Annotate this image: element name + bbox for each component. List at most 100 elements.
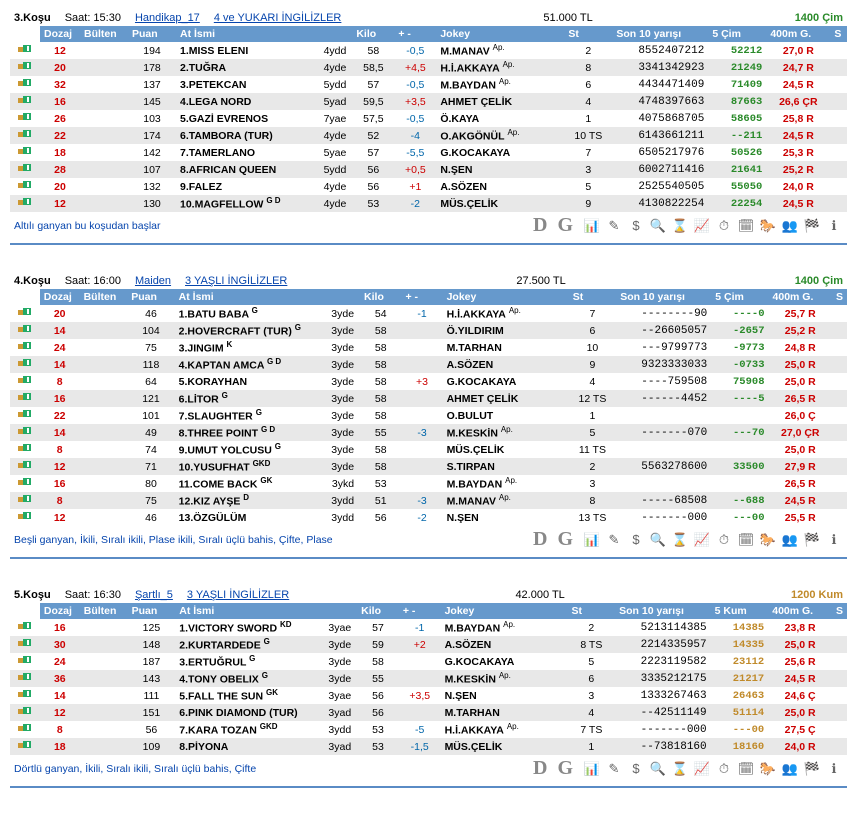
race-link2[interactable]: 3 YAŞLI İNGİLİZLER <box>187 589 289 601</box>
tool-icon-11[interactable]: ℹ <box>825 531 843 549</box>
th-horse[interactable]: At İsmi <box>176 26 296 42</box>
tool-icon-3[interactable]: 🔍 <box>649 531 667 549</box>
g-icon[interactable]: G <box>557 214 573 237</box>
th-puan[interactable]: Puan <box>127 289 174 305</box>
table-row[interactable]: 361434.TONY OBELIX G3yde55M.KESKİN Ap.63… <box>10 670 847 687</box>
table-row[interactable]: 181098.PİYONA3yad53-1,5MÜS.ÇELİK1--73818… <box>10 738 847 755</box>
th-st[interactable]: St <box>564 26 612 42</box>
th-s[interactable]: S <box>832 603 847 619</box>
tool-icon-4[interactable]: ⌛ <box>671 531 689 549</box>
table-row[interactable]: 321373.PETEKCAN5ydd57-0,5M.BAYDAN Ap.644… <box>10 76 847 93</box>
th-dozaj[interactable]: Dozaj <box>40 603 80 619</box>
tool-icon-6[interactable]: ⏱ <box>715 531 733 549</box>
table-row[interactable]: 161251.VICTORY SWORD KD3yae57-1M.BAYDAN … <box>10 619 847 636</box>
th-bulten[interactable]: Bülten <box>80 289 128 305</box>
th-s[interactable]: S <box>832 289 847 305</box>
th-400m[interactable]: 400m G. <box>769 289 832 305</box>
race-link2[interactable]: 3 YAŞLI İNGİLİZLER <box>185 275 287 287</box>
table-row[interactable]: 124613.ÖZGÜLÜM3ydd56-2N.ŞEN13 TS-------0… <box>10 509 847 526</box>
table-row[interactable]: 281078.AFRICAN QUEEN5ydd56+0,5N.ŞEN36002… <box>10 161 847 178</box>
table-row[interactable]: 261035.GAZİ EVRENOS7yae57,5-0,5Ö.KAYA140… <box>10 110 847 127</box>
th-bulten[interactable]: Bülten <box>80 26 128 42</box>
tool-icon-2[interactable]: $ <box>627 760 645 778</box>
th-400m[interactable]: 400m G. <box>766 26 830 42</box>
table-row[interactable]: 168011.COME BACK GK3ykd53M.BAYDAN Ap.326… <box>10 475 847 492</box>
th-last10[interactable]: Son 10 yarışı <box>612 26 708 42</box>
race-link2[interactable]: 4 ve YUKARI İNGİLİZLER <box>214 12 342 24</box>
th-horse[interactable]: At İsmi <box>175 289 305 305</box>
table-row[interactable]: 241873.ERTUĞRUL G3yde58G.KOCAKAYA5222311… <box>10 653 847 670</box>
tool-icon-0[interactable]: 📊 <box>583 217 601 235</box>
tool-icon-1[interactable]: ✎ <box>605 217 623 235</box>
tool-icon-10[interactable]: 🏁 <box>803 531 821 549</box>
tool-icon-9[interactable]: 👥 <box>781 531 799 549</box>
tool-icon-7[interactable]: 🗓 <box>737 760 755 778</box>
tool-icon-1[interactable]: ✎ <box>605 531 623 549</box>
th-s[interactable]: S <box>830 26 847 42</box>
th-cim5[interactable]: 5 Kum <box>711 603 769 619</box>
table-row[interactable]: 141184.KAPTAN AMCA G D3yde58A.SÖZEN99323… <box>10 356 847 373</box>
th-bulten[interactable]: Bülten <box>80 603 128 619</box>
tool-icon-11[interactable]: ℹ <box>825 217 843 235</box>
th-st[interactable]: St <box>568 603 616 619</box>
table-row[interactable]: 87512.KIZ AYŞE D3ydd51-3M.MANAV Ap.8----… <box>10 492 847 509</box>
d-icon[interactable]: D <box>533 757 547 780</box>
th-jokey[interactable]: Jokey <box>443 289 569 305</box>
th-cim5[interactable]: 5 Çim <box>708 26 766 42</box>
tool-icon-5[interactable]: 📈 <box>693 217 711 235</box>
tool-icon-1[interactable]: ✎ <box>605 760 623 778</box>
tool-icon-11[interactable]: ℹ <box>825 760 843 778</box>
tool-icon-6[interactable]: ⏱ <box>715 217 733 235</box>
table-row[interactable]: 221746.TAMBORA (TUR)4yde52-4O.AKGÖNÜL Ap… <box>10 127 847 144</box>
tool-icon-8[interactable]: 🐎 <box>759 217 777 235</box>
tool-icon-4[interactable]: ⌛ <box>671 217 689 235</box>
th-puan[interactable]: Puan <box>128 603 176 619</box>
th-spread[interactable]: + - <box>394 26 436 42</box>
th-last10[interactable]: Son 10 yarışı <box>616 289 711 305</box>
tool-icon-8[interactable]: 🐎 <box>759 760 777 778</box>
th-dozaj[interactable]: Dozaj <box>40 289 80 305</box>
tool-icon-5[interactable]: 📈 <box>693 531 711 549</box>
race-link1[interactable]: Maiden <box>135 275 171 287</box>
g-icon[interactable]: G <box>557 528 573 551</box>
th-cim5[interactable]: 5 Çim <box>711 289 768 305</box>
tool-icon-0[interactable]: 📊 <box>583 760 601 778</box>
table-row[interactable]: 14498.THREE POINT G D3yde55-3M.KESKİN Ap… <box>10 424 847 441</box>
table-row[interactable]: 24753.JINGIM K3yde58M.TARHAN10---9799773… <box>10 339 847 356</box>
th-jokey[interactable]: Jokey <box>436 26 564 42</box>
th-spread[interactable]: + - <box>399 603 441 619</box>
table-row[interactable]: 8567.KARA TOZAN GKD3ydd53-5H.İ.AKKAYA Ap… <box>10 721 847 738</box>
d-icon[interactable]: D <box>533 214 547 237</box>
th-kilo[interactable]: Kilo <box>360 289 401 305</box>
table-row[interactable]: 301482.KURTARDEDE G3yde59+2A.SÖZEN8 TS22… <box>10 636 847 653</box>
th-kilo[interactable]: Kilo <box>357 603 399 619</box>
tool-icon-7[interactable]: 🗓 <box>737 217 755 235</box>
table-row[interactable]: 127110.YUSUFHAT GKD3yde58S.TIRPAN2556327… <box>10 458 847 475</box>
tool-icon-2[interactable]: $ <box>627 531 645 549</box>
table-row[interactable]: 121516.PINK DIAMOND (TUR)3yad56M.TARHAN4… <box>10 704 847 721</box>
table-row[interactable]: 201782.TUĞRA4yde58,5+4,5H.İ.AKKAYA Ap.83… <box>10 59 847 76</box>
th-dozaj[interactable]: Dozaj <box>40 26 80 42</box>
tool-icon-9[interactable]: 👥 <box>781 217 799 235</box>
tool-icon-4[interactable]: ⌛ <box>671 760 689 778</box>
table-row[interactable]: 1213010.MAGFELLOW G D4yde53-2MÜS.ÇELİK94… <box>10 195 847 212</box>
tool-icon-3[interactable]: 🔍 <box>649 760 667 778</box>
table-row[interactable]: 8645.KORAYHAN3yde58+3G.KOCAKAYA4----7595… <box>10 373 847 390</box>
th-horse[interactable]: At İsmi <box>175 603 301 619</box>
table-row[interactable]: 161454.LEGA NORD5yad59,5+3,5AHMET ÇELİK4… <box>10 93 847 110</box>
tool-icon-9[interactable]: 👥 <box>781 760 799 778</box>
th-st[interactable]: St <box>569 289 617 305</box>
race-link1[interactable]: Şartlı_5 <box>135 589 173 601</box>
d-icon[interactable]: D <box>533 528 547 551</box>
tool-icon-8[interactable]: 🐎 <box>759 531 777 549</box>
table-row[interactable]: 201329.FALEZ4yde56+1A.SÖZEN5252554050555… <box>10 178 847 195</box>
tool-icon-7[interactable]: 🗓 <box>737 531 755 549</box>
table-row[interactable]: 161216.LİTOR G3yde58AHMET ÇELİK12 TS----… <box>10 390 847 407</box>
tool-icon-0[interactable]: 📊 <box>583 531 601 549</box>
tool-icon-5[interactable]: 📈 <box>693 760 711 778</box>
table-row[interactable]: 141042.HOVERCRAFT (TUR) G3yde58Ö.YILDIRI… <box>10 322 847 339</box>
th-puan[interactable]: Puan <box>128 26 176 42</box>
table-row[interactable]: 20461.BATU BABA G3yde54-1H.İ.AKKAYA Ap.7… <box>10 305 847 322</box>
table-row[interactable]: 121941.MISS ELENI4ydd58-0,5M.MANAV Ap.28… <box>10 42 847 59</box>
tool-icon-6[interactable]: ⏱ <box>715 760 733 778</box>
